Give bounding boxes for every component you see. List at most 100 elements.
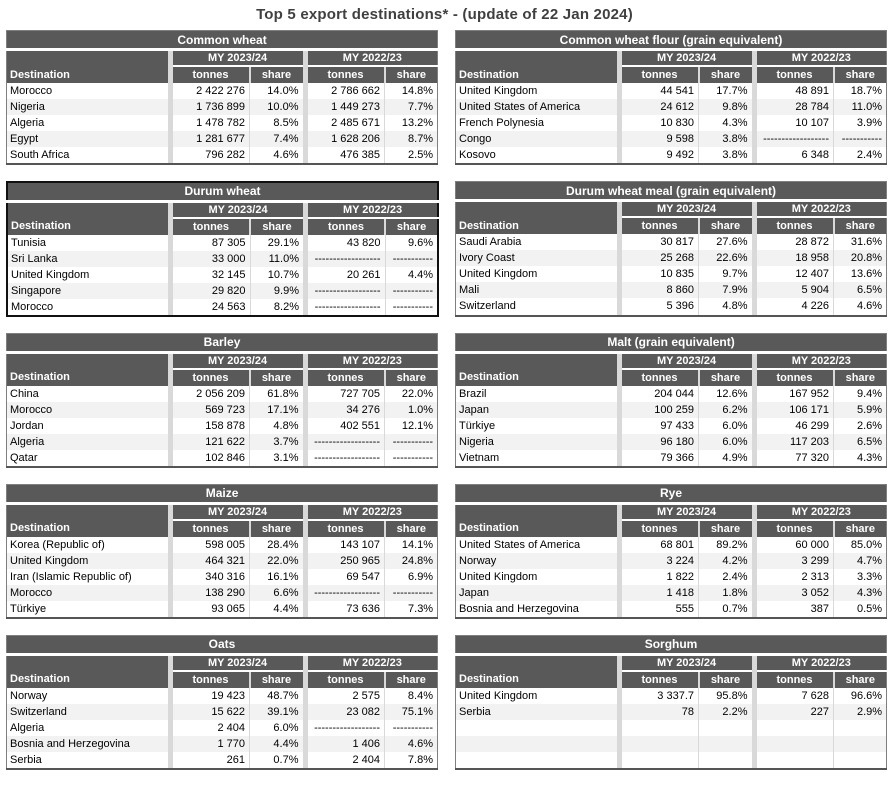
- share-cell: 12.1%: [383, 417, 438, 434]
- year-group-spacer: [6, 503, 168, 520]
- column-gap: [751, 736, 757, 753]
- share-cell: 3.8%: [698, 147, 752, 164]
- column-gap: [167, 654, 173, 671]
- year-group-my-2022-23: MY 2022/23: [756, 654, 887, 672]
- destination-cell: Iran (Islamic Republic of): [6, 568, 168, 585]
- table-row: United Kingdom 1 822 2.4% 2 313 3.3%: [455, 568, 887, 585]
- destination-cell: Korea (Republic of): [6, 536, 168, 553]
- share-cell: 6.5%: [832, 282, 887, 299]
- tonnes-cell: 1 406: [307, 735, 385, 752]
- year-group-spacer: [7, 201, 168, 218]
- tonnes-cell: 20 261: [308, 266, 385, 283]
- table-durum-wheat-meal-grain-equivalent: Durum wheat meal (grain equivalent) MY 20…: [455, 181, 888, 317]
- share-cell: 4.6%: [832, 298, 887, 316]
- destination-cell: Norway: [455, 552, 617, 569]
- year-group-my-2023-24: MY 2023/24: [172, 352, 303, 370]
- table-row: Morocco 138 290 6.6% ------------------ ----…: [6, 584, 438, 601]
- tonnes-cell: 23 082: [307, 703, 385, 720]
- share-cell: [832, 752, 887, 769]
- table-title-row: Durum wheat meal (grain equivalent): [455, 181, 887, 203]
- destination-cell: United Kingdom: [455, 83, 617, 99]
- year-group-my-2023-24: MY 2023/24: [172, 654, 303, 672]
- table-title: Barley: [6, 333, 438, 354]
- table-maize: Maize MY 2023/24 MY 2022/23 Destination tonn…: [6, 483, 439, 619]
- table-title: Durum wheat: [7, 182, 439, 203]
- destination-cell: Congo: [455, 131, 617, 147]
- year-group-my-2022-23: MY 2022/23: [307, 503, 438, 521]
- year-group-row: MY 2023/24 MY 2022/23: [455, 352, 887, 370]
- tonnes-cell: 19 423: [172, 687, 250, 704]
- share-cell: 4.8%: [249, 417, 303, 434]
- tonnes-cell: 250 965: [307, 552, 385, 569]
- column-header-share: share: [383, 368, 438, 386]
- column-gap: [303, 282, 308, 299]
- column-gap: [616, 401, 622, 418]
- year-group-spacer: [6, 654, 168, 671]
- table-row: Iran (Islamic Republic of) 340 316 16.1% 69…: [6, 568, 438, 585]
- share-cell: 0.7%: [698, 600, 752, 618]
- share-cell: 96.6%: [832, 687, 887, 704]
- share-cell: -----------: [383, 449, 438, 467]
- tonnes-cell: 2 404: [307, 751, 385, 769]
- column-header-tonnes: tonnes: [172, 66, 250, 83]
- destination-cell: Bosnia and Herzegovina: [6, 735, 168, 752]
- table-row: Qatar 102 846 3.1% ------------------ ------…: [6, 449, 438, 467]
- share-cell: 13.6%: [832, 266, 887, 283]
- tonnes-cell: 8 860: [621, 282, 699, 299]
- tonnes-cell: 1 628 206: [307, 131, 385, 147]
- page-title: Top 5 export destinations* - (update of …: [256, 6, 633, 23]
- destination-cell: Mali: [455, 282, 617, 299]
- column-gap: [751, 200, 757, 218]
- share-cell: 6.0%: [698, 417, 752, 434]
- share-cell: 0.7%: [249, 751, 303, 769]
- share-cell: 4.4%: [249, 735, 303, 752]
- share-cell: 6.0%: [249, 719, 303, 736]
- column-gap: [168, 217, 173, 235]
- tonnes-cell: 4 226: [756, 298, 834, 316]
- column-header-tonnes: tonnes: [756, 519, 834, 537]
- column-gap: [616, 519, 622, 537]
- destination-cell: Egypt: [6, 131, 168, 147]
- column-gap: [751, 449, 757, 467]
- table-row: South Africa 796 282 4.6% 476 385 2.5%: [6, 147, 438, 164]
- share-cell: 16.1%: [249, 568, 303, 585]
- column-gap: [616, 536, 622, 553]
- column-gap: [302, 147, 308, 164]
- column-gap: [751, 552, 757, 569]
- share-cell: 2.5%: [383, 147, 438, 164]
- column-gap: [303, 266, 308, 283]
- destination-cell: [455, 736, 617, 753]
- column-gap: [616, 66, 622, 83]
- column-gap: [751, 752, 757, 769]
- share-cell: 18.7%: [833, 83, 887, 99]
- year-group-my-2023-24: MY 2023/24: [621, 503, 752, 521]
- column-header-row: Destination tonnes share tonnes share: [6, 670, 438, 688]
- share-cell: 4.3%: [832, 584, 887, 601]
- share-cell: 3.9%: [833, 115, 887, 131]
- table-row: Korea (Republic of) 598 005 28.4% 143 107 14…: [6, 536, 438, 553]
- table-row: [455, 720, 887, 737]
- tonnes-cell: ------------------: [307, 719, 385, 736]
- tonnes-cell: ------------------: [307, 433, 385, 450]
- share-cell: 8.2%: [249, 298, 303, 316]
- destination-cell: China: [6, 385, 168, 402]
- share-cell: 8.7%: [383, 131, 438, 147]
- column-header-destination: Destination: [7, 217, 168, 235]
- destination-cell: Singapore: [7, 282, 168, 299]
- table-title-row: Sorghum: [455, 635, 887, 656]
- destination-cell: Algeria: [6, 433, 168, 450]
- year-group-my-2022-23: MY 2022/23: [756, 200, 887, 219]
- year-group-spacer: [455, 503, 617, 520]
- column-gap: [167, 568, 173, 585]
- table-title: Oats: [6, 635, 438, 656]
- table-rye: Rye MY 2023/24 MY 2022/23 Destination tonnes…: [455, 483, 888, 619]
- tonnes-cell: 1 736 899: [172, 99, 250, 115]
- table-row: Jordan 158 878 4.8% 402 551 12.1%: [6, 417, 438, 434]
- tonnes-cell: 68 801: [621, 536, 699, 553]
- column-gap: [751, 720, 757, 737]
- year-group-my-2022-23: MY 2022/23: [756, 352, 887, 370]
- tonnes-cell: 569 723: [172, 401, 250, 418]
- year-group-row: MY 2023/24 MY 2022/23: [6, 49, 438, 67]
- share-cell: 28.4%: [249, 536, 303, 553]
